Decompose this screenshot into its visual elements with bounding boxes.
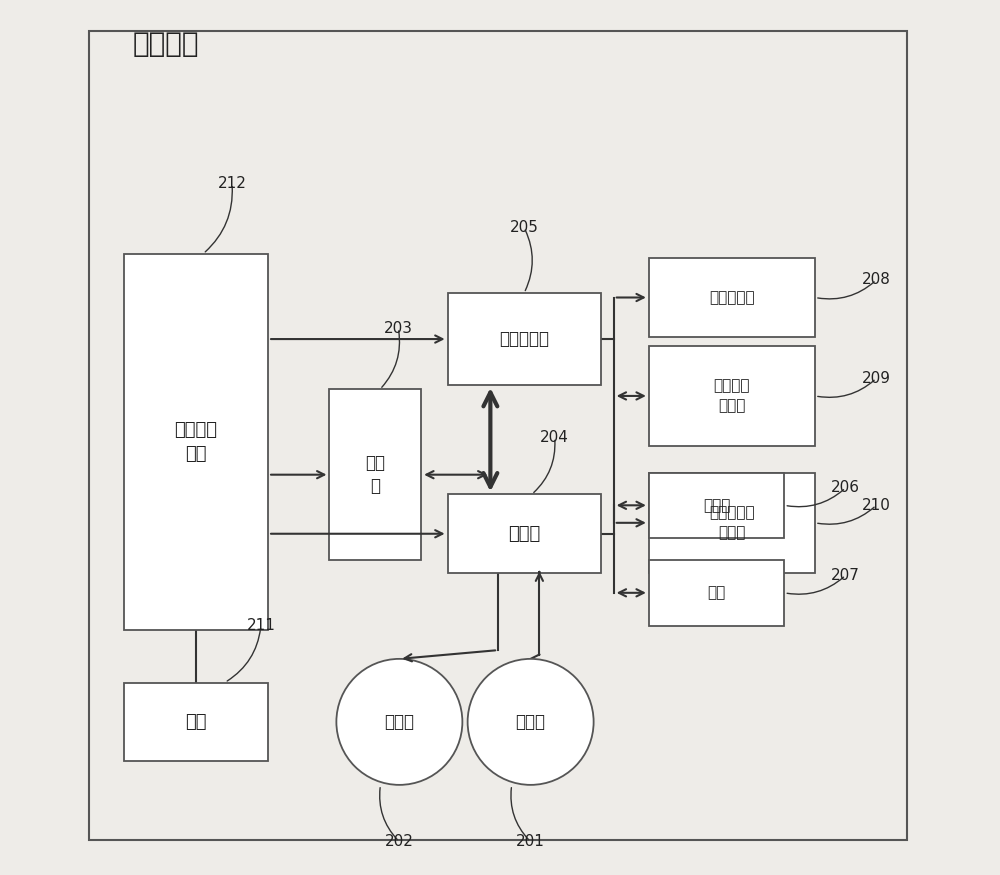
Text: 211: 211 [246, 618, 275, 634]
Text: 智能手表: 智能手表 [133, 30, 199, 58]
Text: 204: 204 [540, 430, 569, 445]
FancyBboxPatch shape [649, 346, 815, 446]
Text: 蓝牙: 蓝牙 [707, 585, 726, 600]
FancyBboxPatch shape [649, 258, 815, 337]
Text: 206: 206 [831, 480, 860, 495]
Text: 气压传感器: 气压传感器 [709, 290, 755, 305]
Text: 电源管理
系统: 电源管理 系统 [174, 421, 217, 463]
Text: 203: 203 [384, 320, 413, 336]
FancyBboxPatch shape [649, 473, 815, 573]
Text: 处理器: 处理器 [508, 525, 540, 542]
FancyBboxPatch shape [124, 682, 268, 761]
FancyBboxPatch shape [649, 560, 784, 626]
FancyBboxPatch shape [89, 31, 907, 840]
FancyBboxPatch shape [448, 293, 601, 385]
FancyBboxPatch shape [329, 389, 421, 560]
Text: 205: 205 [510, 220, 538, 235]
Text: 201: 201 [516, 834, 545, 850]
FancyBboxPatch shape [448, 494, 601, 573]
Text: 210: 210 [862, 498, 891, 513]
Text: 麦克风: 麦克风 [703, 498, 730, 513]
Text: 触接屏: 触接屏 [516, 713, 546, 731]
Text: 显示屏: 显示屏 [384, 713, 414, 731]
Circle shape [336, 659, 462, 785]
Text: 208: 208 [862, 272, 891, 288]
Text: 存储
器: 存储 器 [365, 454, 385, 495]
Text: 207: 207 [831, 568, 860, 583]
Text: 212: 212 [218, 176, 246, 192]
Circle shape [468, 659, 594, 785]
Text: 重力加速度
传感器: 重力加速度 传感器 [709, 506, 755, 540]
Text: 心率检测
传感器: 心率检测 传感器 [714, 379, 750, 413]
Text: 202: 202 [385, 834, 414, 850]
Text: 209: 209 [862, 371, 891, 386]
FancyBboxPatch shape [124, 254, 268, 630]
Text: 电源: 电源 [185, 713, 207, 731]
Text: 微控制单元: 微控制单元 [499, 330, 549, 348]
FancyBboxPatch shape [649, 473, 784, 538]
